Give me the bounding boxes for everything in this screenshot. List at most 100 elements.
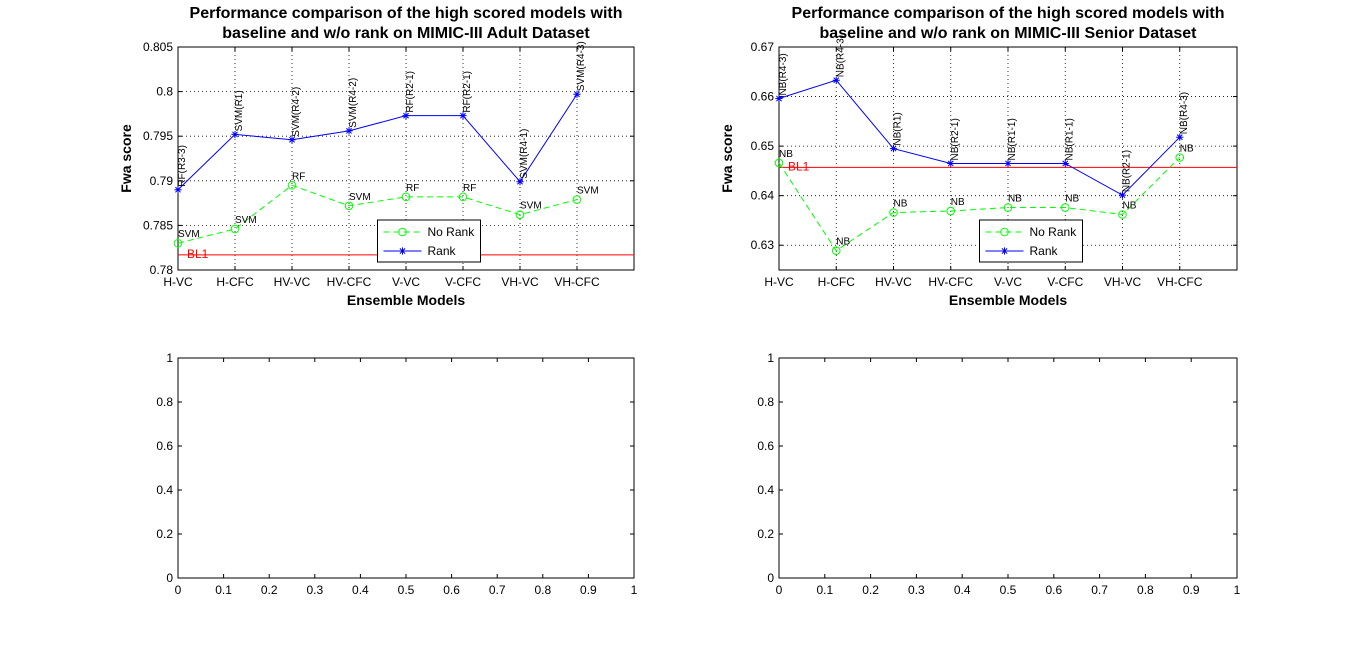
legend-marker [1000,247,1009,255]
data-label: SVM [577,186,599,197]
x-tick-label: H-VC [163,275,193,289]
legend-marker [398,227,407,237]
x-tick-label: 0.3 [306,583,323,597]
legend-label: No Rank [1030,225,1078,239]
data-label: SVM(R4-2) [348,78,359,128]
y-tick-label: 1 [767,351,774,365]
data-point [573,90,581,98]
data-label: SVM(R1) [234,90,245,131]
x-tick-label: 0.8 [534,583,551,597]
data-label: NB(R1-1) [1007,118,1018,160]
data-point [174,186,182,194]
legend-box [377,219,481,263]
chart-2: 0.63 0.64 0.65 0.66 0.67 H-VC H-CFC HV-VC HV-CFC… [719,5,1238,308]
data-label: SVM(R4-2) [291,87,302,137]
plot-area [178,358,634,578]
x-tick-label: H-CFC [216,275,254,289]
data-point [458,192,468,202]
x-tick-label: 0 [175,583,182,597]
plot-area [779,358,1237,578]
data-point [287,180,297,190]
x-tick-label: 0.7 [489,583,506,597]
chart-3: 0 0.2 0.4 0.6 0.8 1 0 0.1 0.2 0.3 0.4 0.5 0.6 0.7 0.8 0… [156,351,637,597]
x-tick-label: V-VC [994,275,1022,289]
series-rank: NB(R4-3) NB(R4-3) NB(R1) NB(R2-1) NB(R1-1) NB… [775,35,1190,199]
data-label: NB [1180,144,1194,155]
data-point [831,246,841,255]
data-point [288,136,296,144]
x-tick-label: 0.4 [352,583,369,597]
legend-box [979,219,1083,263]
x-tick-label: V-VC [392,275,420,289]
data-point [775,94,783,103]
data-point [889,208,898,217]
legend-label: Rank [1030,244,1059,258]
data-point [1176,133,1184,141]
legend-label: No Rank [428,225,476,239]
chart-title: baseline and w/o rank on MIMIC-III Senio… [820,25,1198,42]
x-tick-label: HV-VC [875,275,912,289]
x-tick-label: V-CFC [445,275,481,289]
y-tick-label: 0.63 [751,238,775,252]
chart-title: Performance comparison of the high score… [792,5,1225,22]
data-point [1004,159,1012,168]
legend: No Rank Rank [377,219,481,263]
data-label: NB [894,199,908,210]
series-rank: RF(R3-3) SVM(R1) SVM(R4-2) SVM(R4-2) RF(R2-1… [174,41,587,194]
data-point [1118,210,1127,219]
legend: No Rank Rank [979,219,1083,263]
y-tick-label: 0.8 [757,395,774,409]
y-axis-label: Fwa score [118,124,134,193]
x-tick-label: HV-CFC [327,275,372,289]
chart-1: 0.78 0.785 0.79 0.795 0.8 0.805 H-VC H-CFC HV-VC… [118,5,635,308]
data-label: RF [406,183,419,194]
y-tick-label: 0 [767,571,774,585]
x-tick-label: VH-CFC [554,275,600,289]
x-tick-label: H-CFC [818,275,856,289]
data-point [516,178,524,186]
x-tick-label: 0.3 [908,583,925,597]
series-line [778,79,1181,196]
data-label: NB [1008,194,1022,205]
y-tick-label: 0.64 [751,189,775,203]
x-tick-label: 0.6 [1045,583,1062,597]
x-tick-label: 0.1 [816,583,833,597]
data-point [1003,203,1013,212]
data-label: NB(R4-3) [778,53,789,95]
data-label: NB [836,237,850,248]
data-label: SVM [520,201,542,212]
x-tick-label: 0.9 [1183,583,1200,597]
data-label: SVM(R4-3) [576,41,587,91]
y-tick-label: 0.785 [143,218,173,232]
x-tick-label: 0.1 [215,583,232,597]
x-axis-label: Ensemble Models [949,292,1067,308]
legend-marker [1000,227,1009,237]
y-tick-label: 0.8 [156,395,173,409]
x-tick-label: 1 [1234,583,1241,597]
series-no-rank: SVM SVM RF SVM RF RF SVM SVM [173,171,599,248]
series-line [177,184,578,244]
y-tick-label: 0.66 [751,90,775,104]
data-point [345,127,353,135]
data-point [947,159,955,168]
data-point [459,112,467,120]
series-line [778,157,1181,252]
y-tick-label: 0.65 [751,139,775,153]
x-tick-label: HV-VC [274,275,311,289]
data-label: NB(R2-1) [950,118,961,160]
x-tick-label: 0.5 [1000,583,1017,597]
data-point [344,201,354,211]
data-label: NB(R1-1) [1064,118,1075,160]
x-axis-label: Ensemble Models [347,292,465,308]
x-tick-label: 1 [631,583,638,597]
x-tick-label: V-CFC [1047,275,1083,289]
y-tick-label: 0.6 [757,439,774,453]
data-label: RF [292,171,305,182]
x-tick-label: 0.4 [954,583,971,597]
data-label: NB(R2-1) [1122,150,1133,192]
data-point [1118,191,1127,199]
y-tick-label: 0.2 [757,527,774,541]
legend-marker [398,247,407,255]
data-label: NB(R4-3) [835,35,846,77]
